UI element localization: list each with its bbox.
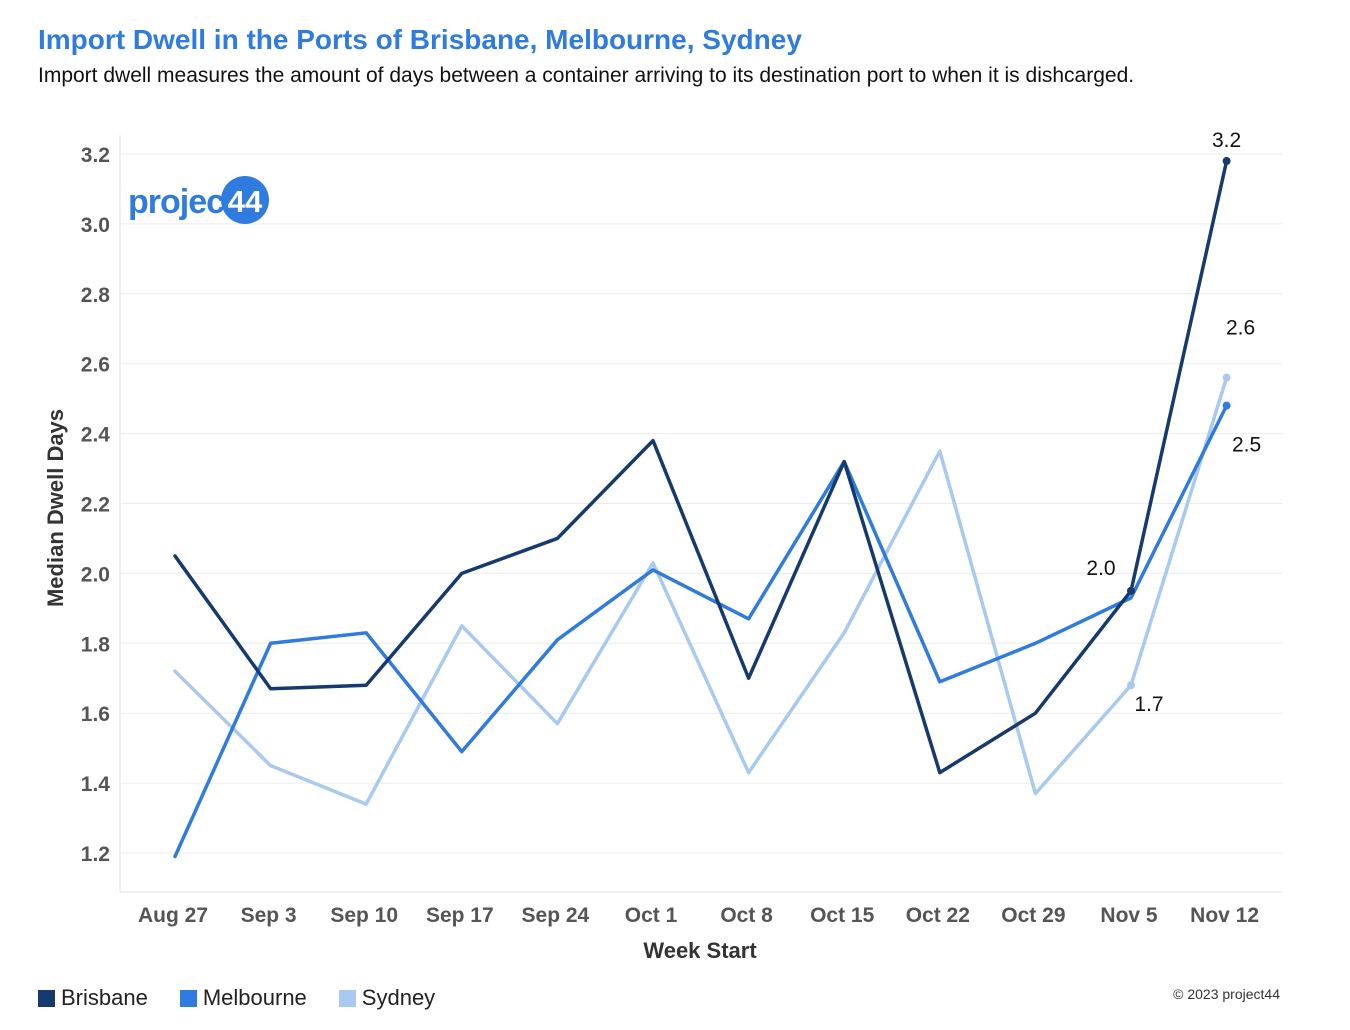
x-axis-title: Week Start <box>643 938 757 963</box>
data-label: 2.6 <box>1226 317 1255 340</box>
legend: Brisbane Melbourne Sydney <box>38 985 435 1011</box>
y-tick-label: 1.6 <box>81 703 110 726</box>
data-label: 2.5 <box>1232 434 1261 457</box>
legend-label-sydney: Sydney <box>361 985 436 1010</box>
y-axis-title: Median Dwell Days <box>43 409 68 607</box>
x-tick-label: Sep 17 <box>426 904 494 927</box>
data-point-brisbane <box>1127 586 1135 595</box>
logo-text: project <box>128 183 235 221</box>
x-tick-label: Oct 22 <box>906 904 970 927</box>
legend-item-brisbane: Brisbane <box>38 985 148 1011</box>
x-tick-label: Oct 8 <box>720 904 773 927</box>
copyright-text: © 2023 project44 <box>1173 986 1280 1002</box>
y-tick-label: 3.0 <box>81 214 110 237</box>
series-line-melbourne <box>173 403 1229 859</box>
legend-label-brisbane: Brisbane <box>61 985 148 1010</box>
data-label: 1.7 <box>1134 693 1163 716</box>
y-tick-label: 3.2 <box>81 144 110 167</box>
legend-item-melbourne: Melbourne <box>179 985 307 1011</box>
logo-badge <box>221 176 269 224</box>
data-point-melbourne <box>1222 401 1231 410</box>
legend-swatch-brisbane <box>38 989 55 1007</box>
x-tick-label: Nov 12 <box>1190 904 1259 927</box>
y-tick-label: 2.4 <box>81 424 111 447</box>
series-line-brisbane <box>173 159 1229 775</box>
chart-title: Import Dwell in the Ports of Brisbane, M… <box>38 24 802 55</box>
x-tick-label: Oct 1 <box>625 904 678 927</box>
x-tick-label: Sep 3 <box>241 904 297 927</box>
data-label: 3.2 <box>1212 129 1241 152</box>
data-label: 2.0 <box>1086 557 1115 580</box>
x-tick-label: Sep 10 <box>330 904 398 927</box>
y-tick-label: 1.8 <box>81 633 111 656</box>
series-line-sydney <box>173 375 1229 806</box>
legend-item-sydney: Sydney <box>338 985 436 1011</box>
data-point-sydney <box>1127 681 1135 690</box>
x-tick-label: Aug 27 <box>138 904 208 927</box>
x-tick-label: Oct 29 <box>1001 904 1065 927</box>
legend-swatch-melbourne <box>179 989 197 1007</box>
data-point-brisbane <box>1222 156 1231 165</box>
x-tick-label: Nov 5 <box>1100 904 1158 927</box>
legend-label-melbourne: Melbourne <box>202 985 307 1010</box>
y-tick-label: 2.0 <box>81 563 110 586</box>
y-tick-label: 2.6 <box>81 354 110 377</box>
legend-swatch-sydney <box>338 989 356 1007</box>
data-point-sydney <box>1222 373 1231 382</box>
y-tick-label: 2.2 <box>81 494 110 517</box>
y-tick-label: 2.8 <box>81 284 111 307</box>
chart-subtitle: Import dwell measures the amount of days… <box>38 64 1135 87</box>
x-tick-label: Sep 24 <box>522 904 590 927</box>
y-tick-label: 1.4 <box>81 773 111 796</box>
x-tick-label: Oct 15 <box>810 904 875 927</box>
y-tick-label: 1.2 <box>81 843 110 866</box>
logo-number: 44 <box>228 184 263 219</box>
